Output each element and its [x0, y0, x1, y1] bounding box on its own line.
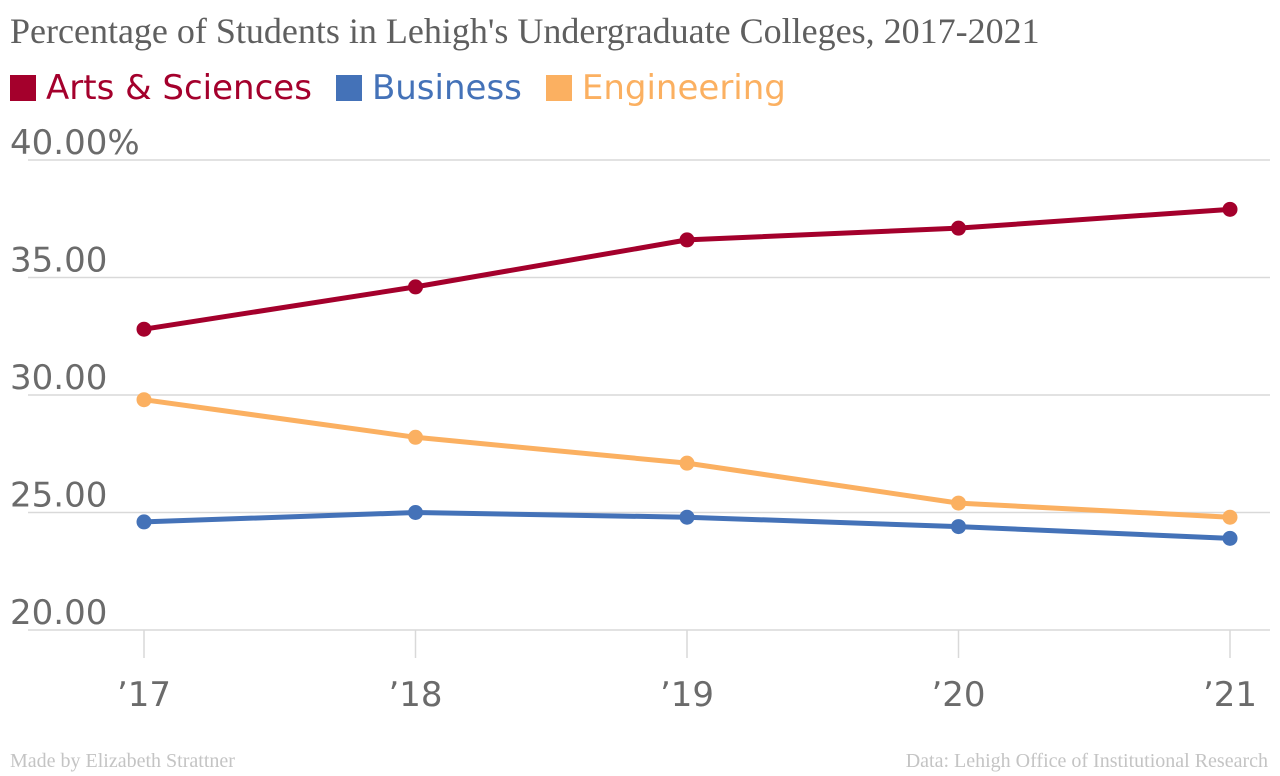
legend-swatch-arts-sciences — [10, 75, 36, 101]
data-point-arts-sciences[interactable] — [408, 279, 423, 295]
data-point-engineering[interactable] — [408, 429, 423, 445]
y-tick-label: 30.00 — [10, 358, 107, 398]
data-point-business[interactable] — [408, 505, 423, 520]
legend-swatch-engineering — [545, 75, 572, 101]
x-tick-label: ’20 — [931, 675, 985, 715]
legend-item-business[interactable]: Business — [335, 68, 522, 108]
legend: Arts & Sciences Business Engineering — [10, 66, 810, 110]
y-tick-label: 20.00 — [10, 593, 107, 633]
gridlines — [28, 159, 1270, 631]
y-tick-label: 35.00 — [10, 241, 107, 281]
data-point-business[interactable] — [951, 519, 966, 535]
data-point-engineering[interactable] — [136, 392, 152, 408]
x-tick-label: ’17 — [117, 675, 171, 715]
x-axis-labels: ’17 ’18 ’19 ’20 ’21 — [117, 675, 1257, 715]
source-text: Data: Lehigh Office of Institutional Res… — [905, 750, 1268, 772]
y-tick-label: 40.00% — [10, 123, 140, 163]
legend-label-business: Business — [371, 68, 522, 108]
series-line-arts-sciences — [141, 206, 1233, 332]
data-point-engineering[interactable] — [679, 455, 695, 471]
legend-item-engineering[interactable]: Engineering — [545, 68, 786, 108]
data-point-business[interactable] — [1222, 530, 1238, 546]
x-tick-label: ’18 — [388, 675, 442, 715]
series-lines — [136, 201, 1238, 546]
data-point-business[interactable] — [679, 509, 695, 525]
legend-label-engineering: Engineering — [581, 68, 786, 108]
chart-title: Percentage of Students in Lehigh's Under… — [10, 11, 1040, 51]
data-point-engineering[interactable] — [1222, 509, 1238, 525]
legend-label-arts-sciences: Arts & Sciences — [46, 68, 312, 108]
x-tick-label: ’19 — [660, 675, 714, 715]
data-point-arts-sciences[interactable] — [951, 220, 966, 236]
data-point-arts-sciences[interactable] — [136, 321, 152, 337]
data-point-arts-sciences[interactable] — [1222, 201, 1238, 217]
data-point-engineering[interactable] — [951, 495, 966, 511]
y-axis-labels: 40.00% 35.00 30.00 25.00 20.00 — [10, 123, 140, 633]
x-axis-ticks — [143, 630, 1231, 658]
data-point-arts-sciences[interactable] — [679, 232, 695, 248]
legend-item-arts-sciences[interactable]: Arts & Sciences — [10, 68, 312, 108]
credit-text: Made by Elizabeth Strattner — [10, 750, 235, 772]
data-point-business[interactable] — [136, 514, 152, 530]
y-tick-label: 25.00 — [10, 476, 107, 516]
x-tick-label: ’21 — [1203, 675, 1257, 715]
legend-swatch-business — [335, 75, 362, 101]
